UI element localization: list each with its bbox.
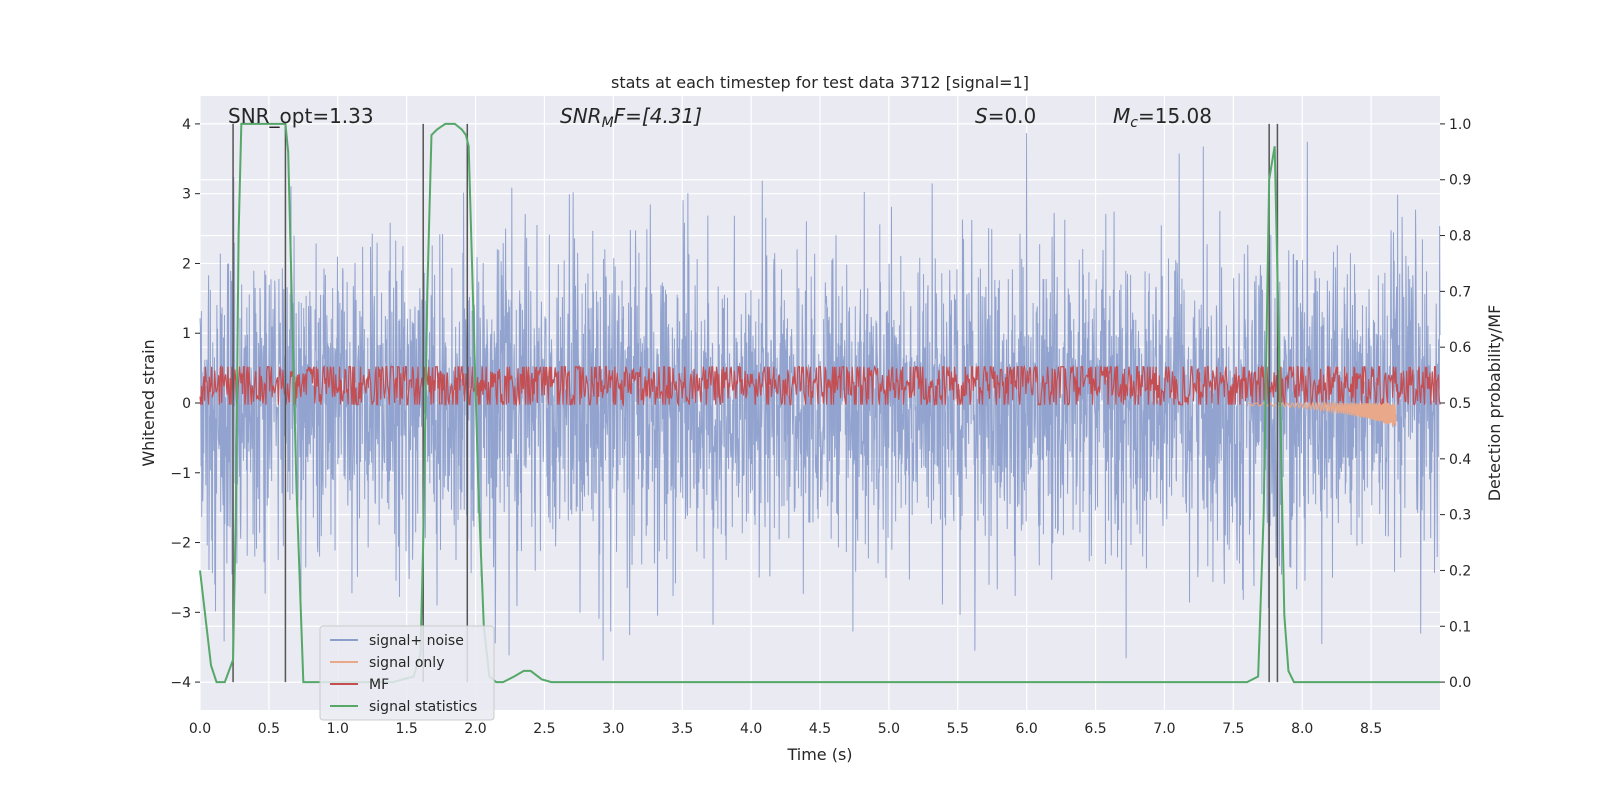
annotation-snr-mf-sub: M <box>602 115 614 131</box>
y-tick-label-right: 0.1 <box>1449 619 1471 635</box>
annotation-mc-main: M <box>1113 104 1130 128</box>
x-tick-label: 8.5 <box>1360 721 1382 737</box>
legend-label-signal-noise: signal+ noise <box>369 633 464 649</box>
annotation-snr-opt: SNR_opt=1.33 <box>228 104 374 128</box>
legend-label-mf: MF <box>369 677 389 693</box>
mf-series <box>199 364 1441 408</box>
y-tick-label-left: 4 <box>182 117 191 133</box>
annotation-s-main: S <box>975 104 988 128</box>
y-tick-label-left: 0 <box>182 396 191 412</box>
signal-statistics-line <box>199 122 1440 684</box>
annotation-snr-mf-rest: F=[4.31] <box>614 104 702 128</box>
y-axis-label-right: Detection probability/MF <box>1485 305 1504 502</box>
y-tick-label-right: 0.5 <box>1449 396 1471 412</box>
annotation-s: S=0.0 <box>975 104 1036 128</box>
x-tick-label: 1.5 <box>396 721 418 737</box>
annotation-mc-rest: =15.08 <box>1138 104 1212 128</box>
annotation-mc: Mc=15.08 <box>1113 104 1212 131</box>
legend-box <box>319 625 495 721</box>
x-tick-label: 5.5 <box>947 721 969 737</box>
legend: signal+ noise signal only MF signal stat… <box>319 625 495 721</box>
x-tick-label: 1.0 <box>327 721 349 737</box>
y-tick-label-right: 0.9 <box>1449 173 1471 189</box>
y-tick-label-left: −1 <box>170 466 191 482</box>
x-tick-label: 6.0 <box>1016 721 1038 737</box>
signal-only-series <box>1246 400 1397 427</box>
x-tick-label: 6.5 <box>1084 721 1106 737</box>
y-tick-label-right: 0.4 <box>1449 452 1471 468</box>
y-tick-label-right: 0.0 <box>1449 675 1471 691</box>
y-tick-label-right: 0.3 <box>1449 508 1471 524</box>
y-ticks-left: −4 −3 −2 −1 0 1 2 3 4 <box>170 117 200 691</box>
x-tick-label: 0.0 <box>189 721 211 737</box>
chart-title: stats at each timestep for test data 371… <box>611 73 1029 92</box>
y-tick-label-left: 2 <box>182 256 191 272</box>
y-tick-label-right: 0.2 <box>1449 563 1471 579</box>
annotation-snr-mf: SNRMF=[4.31] <box>560 104 702 131</box>
y-tick-label-left: 3 <box>182 187 191 203</box>
x-tick-label: 3.5 <box>671 721 693 737</box>
y-tick-label-left: −2 <box>170 536 191 552</box>
legend-label-signal-statistics: signal statistics <box>369 699 477 715</box>
x-axis-label: Time (s) <box>786 745 852 764</box>
vertical-markers <box>232 123 1279 683</box>
y-tick-label-left: 1 <box>182 326 191 342</box>
y-tick-label-left: −4 <box>170 675 191 691</box>
x-ticks: 0.0 0.5 1.0 1.5 2.0 2.5 3.0 3.5 4.0 4.5 5.0 5.5 6.0 6… <box>189 721 1382 737</box>
x-tick-label: 7.0 <box>1153 721 1175 737</box>
x-tick-label: 0.5 <box>258 721 280 737</box>
signal-only-line <box>1246 400 1397 427</box>
x-tick-label: 3.0 <box>602 721 624 737</box>
y-tick-label-right: 0.7 <box>1449 284 1471 300</box>
x-tick-label: 2.0 <box>464 721 486 737</box>
annotation-snr-mf-main: SNR <box>560 104 602 128</box>
x-tick-label: 4.5 <box>809 721 831 737</box>
y-tick-label-right: 1.0 <box>1449 117 1471 133</box>
x-tick-label: 8.0 <box>1291 721 1313 737</box>
y-tick-label-right: 0.8 <box>1449 229 1471 245</box>
y-tick-label-right: 0.6 <box>1449 340 1471 356</box>
y-ticks-right: 0.0 0.1 0.2 0.3 0.4 0.5 0.6 0.7 0.8 0.9 1.0 <box>1440 117 1471 691</box>
legend-label-signal-only: signal only <box>369 655 444 671</box>
x-tick-label: 7.5 <box>1222 721 1244 737</box>
x-tick-label: 2.5 <box>533 721 555 737</box>
mf-line <box>199 364 1441 408</box>
signal-statistics-series <box>199 122 1440 684</box>
annotation-s-rest: =0.0 <box>988 104 1037 128</box>
annotation-mc-sub: c <box>1130 115 1138 131</box>
y-tick-label-left: −3 <box>170 605 191 621</box>
x-tick-label: 4.0 <box>740 721 762 737</box>
y-axis-label-left: Whitened strain <box>139 339 158 466</box>
x-tick-label: 5.0 <box>878 721 900 737</box>
